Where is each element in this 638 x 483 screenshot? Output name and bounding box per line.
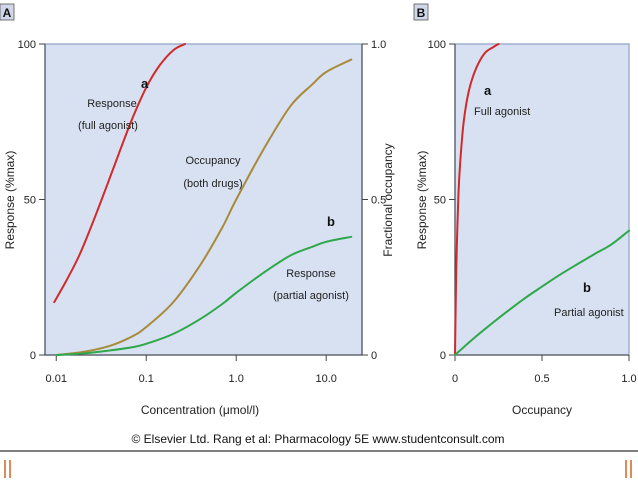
panel-a-annot-response-full-1: Response (87, 98, 137, 110)
panel-a-series-occupancy (55, 58, 353, 356)
panel-a-y2-tick-label-1: 0.5 (371, 195, 386, 207)
panel-b-label: B (417, 6, 426, 20)
panel-a-x-ticks: 0.01 0.1 1.0 10.0 (46, 355, 337, 385)
panel-a-label-box (0, 3, 15, 21)
panel-b-series (454, 43, 630, 356)
panel-a-x-tick-label-0: 0.01 (46, 373, 67, 385)
panel-a-y2-tick-label-2: 1.0 (371, 39, 386, 51)
panel-a-annot-b: b (327, 214, 335, 229)
panel-b-y-tick-label-1: 50 (434, 195, 446, 207)
right-decoration (625, 460, 632, 478)
panel-b-x-label: Occupancy (512, 403, 572, 417)
panel-b-x-tick-label-0: 0 (452, 373, 458, 385)
panel-b-x-tick-label-1: 0.5 (534, 373, 549, 385)
panel-a-y-tick-label-0: 0 (30, 350, 36, 362)
panel-a-annot-occupancy-2: (both drugs) (183, 178, 242, 190)
panel-b-x-tick-label-2: 1.0 (621, 373, 636, 385)
panel-b-label-box (413, 3, 429, 21)
panel-b-y-label: Response (%max) (415, 151, 429, 250)
panel-b-series-full-agonist (454, 43, 500, 356)
panel-b: B 0 0.5 1.0 0 50 100 Occupancy Response (%ma… (413, 3, 637, 417)
panel-b-x-ticks: 0 0.5 1.0 (452, 355, 637, 385)
copyright-text: © Elsevier Ltd. Rang et al: Pharmacology… (131, 432, 504, 446)
panel-a-x-tick-label-1: 0.1 (139, 373, 154, 385)
panel-b-annot-a: a (484, 83, 492, 98)
panel-a-label: A (3, 6, 12, 20)
panel-a-annot-response-partial-1: Response (286, 268, 336, 280)
panel-a-y-label: Response (%max) (3, 151, 17, 250)
panel-b-y-tick-label-0: 0 (440, 350, 446, 362)
panel-b-annot-full: Full agonist (474, 106, 530, 118)
left-decoration (4, 460, 11, 478)
panel-b-y-ticks: 0 50 100 (428, 39, 455, 362)
panel-a-annot-occupancy-1: Occupancy (185, 155, 241, 167)
panel-a-y-tick-label-1: 50 (24, 195, 36, 207)
panel-a-annot-response-full-2: (full agonist) (78, 120, 138, 132)
panel-a-y2-tick-label-0: 0 (371, 350, 377, 362)
panel-a: A 0.01 0.1 1.0 10.0 0 50 100 0 0.5 1.0 Concentr… (0, 3, 395, 417)
panel-a-y2-label: Fractional occupancy (381, 143, 395, 256)
panel-a-x-tick-label-3: 10.0 (315, 373, 336, 385)
panel-a-series-partial-agonist (55, 235, 353, 356)
panel-a-series-full-agonist (53, 43, 187, 304)
panel-a-x-tick-label-2: 1.0 (229, 373, 244, 385)
panel-a-y2-ticks: 0 0.5 1.0 (362, 39, 386, 362)
panel-a-annot-a: a (141, 76, 149, 91)
panel-a-annot-response-partial-2: (partial agonist) (273, 290, 349, 302)
panel-a-x-label: Concentration (μmol/l) (141, 403, 259, 417)
panel-b-y-tick-label-2: 100 (428, 39, 446, 51)
panel-a-series (53, 43, 353, 356)
panel-b-annot-b: b (583, 280, 591, 295)
panel-b-series-partial-agonist (454, 229, 630, 356)
panel-a-y-ticks: 0 50 100 (18, 39, 45, 362)
panel-a-plot-area (44, 43, 363, 356)
panel-b-annot-partial: Partial agonist (554, 307, 624, 319)
panel-b-plot-area (454, 43, 630, 356)
panel-a-y-tick-label-2: 100 (18, 39, 36, 51)
